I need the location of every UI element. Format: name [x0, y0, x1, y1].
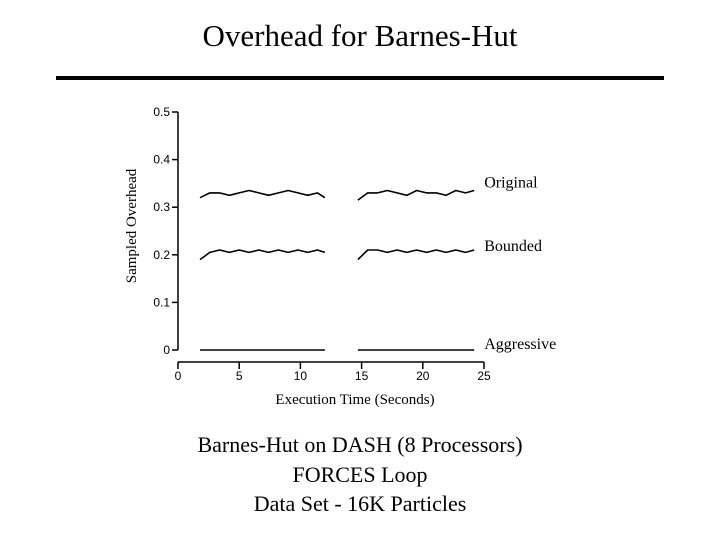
y-tick-label: 0.4	[153, 153, 170, 167]
series-original: Original	[199, 175, 538, 201]
slide-title: Overhead for Barnes-Hut	[202, 18, 518, 53]
series-label-original: Original	[484, 175, 538, 192]
y-axis-label: Sampled Overhead	[124, 168, 140, 283]
x-tick-label: 5	[236, 369, 243, 383]
caption-line-1: Barnes-Hut on DASH (8 Processors)	[197, 432, 523, 457]
x-tick-label: 20	[416, 369, 430, 383]
y-tick-label: 0	[163, 343, 170, 357]
series-aggressive: Aggressive	[200, 336, 556, 353]
series-label-bounded: Bounded	[484, 238, 542, 255]
x-axis: 0 5 10 15 20 25	[175, 361, 491, 383]
series-line-bounded	[199, 249, 326, 261]
series-layer: Original Bounded Aggressive	[199, 175, 556, 353]
series-line-original	[357, 189, 475, 201]
y-tick-label: 0.5	[153, 105, 170, 119]
series-label-aggressive: Aggressive	[484, 336, 556, 353]
x-tick-label: 15	[355, 369, 369, 383]
caption-line-2: FORCES Loop	[292, 462, 428, 487]
y-tick-label: 0.2	[153, 248, 170, 262]
x-tick-label: 25	[477, 369, 491, 383]
y-tick-label: 0.3	[153, 200, 170, 214]
series-line-original	[199, 189, 326, 199]
x-tick-label: 0	[175, 369, 182, 383]
x-axis-label: Execution Time (Seconds)	[275, 392, 434, 408]
title-divider	[56, 76, 664, 80]
series-bounded: Bounded	[199, 238, 542, 261]
series-line-bounded	[357, 249, 475, 261]
caption-line-3: Data Set - 16K Particles	[253, 491, 467, 516]
x-tick-label: 10	[294, 369, 308, 383]
y-tick-label: 0.1	[153, 295, 170, 309]
y-axis: 0 0.1 0.2 0.3 0.4 0.5	[153, 105, 179, 357]
